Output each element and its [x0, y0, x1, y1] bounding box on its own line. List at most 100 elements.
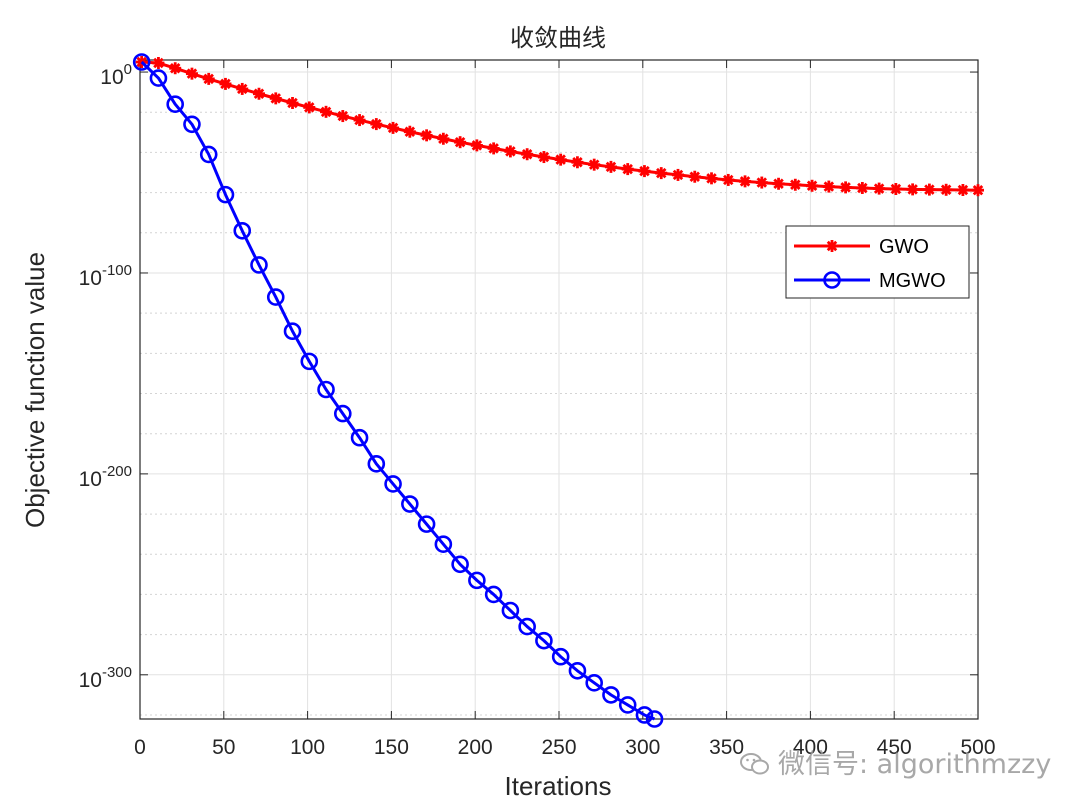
data-point-gwo: [387, 121, 400, 134]
data-point-gwo: [437, 132, 450, 145]
data-point-gwo: [370, 118, 383, 131]
data-point-gwo: [940, 183, 953, 196]
data-point-mgwo: [417, 515, 436, 533]
data-point-gwo: [655, 167, 668, 180]
data-point-mgwo: [535, 631, 553, 650]
data-point-gwo: [152, 57, 165, 70]
data-point-gwo: [252, 87, 265, 100]
y-tick-label: 10-300: [79, 664, 132, 692]
data-point-gwo: [571, 156, 584, 169]
wechat-icon: [740, 753, 769, 775]
data-point-gwo: [554, 153, 567, 166]
data-point-gwo: [705, 172, 718, 185]
legend-entry-gwo: GWO: [794, 236, 929, 258]
watermark: 微信号: algorithmzzy: [740, 742, 1051, 781]
data-point-mgwo: [602, 686, 620, 704]
series-line-gwo: [141, 60, 979, 192]
data-point-mgwo: [183, 115, 201, 134]
chart-title: 收敛曲线: [510, 24, 606, 52]
data-point-gwo: [688, 170, 701, 183]
data-point-gwo: [487, 142, 500, 155]
data-point-gwo: [671, 168, 684, 181]
data-point-mgwo: [367, 455, 386, 473]
data-point-mgwo: [199, 145, 218, 164]
data-point-gwo: [889, 182, 902, 195]
legend-entry-mgwo: MGWO: [794, 270, 946, 292]
x-tick-label: 200: [458, 736, 493, 759]
data-point-gwo: [403, 125, 416, 138]
data-point-mgwo: [645, 710, 664, 728]
x-tick-label: 450: [877, 736, 912, 759]
data-point-gwo: [504, 145, 517, 158]
x-axis-label: Iterations: [505, 771, 612, 801]
data-point-mgwo: [333, 404, 352, 423]
x-tick-label: 150: [374, 736, 409, 759]
series: [132, 53, 984, 728]
data-point-mgwo: [551, 647, 570, 666]
data-point-gwo: [604, 160, 617, 173]
data-point-mgwo: [250, 256, 268, 274]
legend-label: MGWO: [879, 270, 946, 292]
data-point-gwo: [269, 92, 282, 105]
data-point-gwo: [839, 181, 852, 194]
data-point-gwo: [722, 173, 735, 186]
data-point-gwo: [873, 182, 886, 195]
y-axis-label: Objective function value: [20, 252, 50, 528]
data-point-mgwo: [451, 555, 469, 574]
legend-marker: [826, 240, 838, 252]
data-point-mgwo: [635, 706, 654, 724]
data-point-mgwo: [518, 617, 536, 636]
data-point-gwo: [755, 176, 768, 189]
x-tick-label: 50: [212, 736, 235, 759]
data-point-gwo: [621, 163, 634, 176]
data-point-mgwo: [233, 221, 252, 240]
x-tick-label: 400: [793, 736, 828, 759]
data-point-mgwo: [618, 696, 637, 714]
legend-marker: [823, 271, 841, 289]
watermark-text: 微信号: algorithmzzy: [778, 749, 1052, 780]
data-point-mgwo: [401, 495, 419, 513]
data-point-gwo: [236, 82, 249, 95]
x-tick-label: 350: [709, 736, 744, 759]
data-point-gwo: [789, 178, 802, 191]
data-point-gwo: [956, 183, 969, 196]
data-point-mgwo: [568, 661, 587, 680]
legend-label: GWO: [879, 236, 929, 258]
data-point-mgwo: [384, 475, 402, 493]
y-tick-label: 10-100: [79, 262, 132, 290]
data-point-mgwo: [216, 185, 235, 204]
data-point-gwo: [169, 62, 182, 75]
data-point-mgwo: [283, 322, 302, 341]
axes: 0 50 100 150 200 250 300 350 400 450 500 100 10-100 1…: [79, 59, 996, 759]
data-point-gwo: [303, 101, 316, 114]
data-point-gwo: [537, 151, 550, 164]
data-point-gwo: [454, 136, 467, 149]
data-point-gwo: [806, 179, 819, 192]
data-point-gwo: [923, 183, 936, 196]
data-point-mgwo: [350, 428, 369, 447]
data-point-gwo: [420, 129, 433, 142]
data-point-gwo: [470, 139, 483, 152]
data-point-gwo: [336, 110, 349, 123]
legend: GWO MGWO: [785, 225, 970, 299]
x-tick-label: 300: [625, 736, 660, 759]
data-point-mgwo: [434, 535, 453, 554]
data-point-gwo: [772, 177, 785, 190]
y-tick-label: 10-200: [79, 463, 132, 491]
data-point-gwo: [739, 175, 752, 188]
x-tick-label: 0: [134, 736, 146, 759]
data-point-mgwo: [149, 69, 168, 87]
data-point-gwo: [856, 181, 869, 194]
data-point-gwo: [185, 67, 198, 80]
data-point-gwo: [202, 72, 215, 85]
data-point-gwo: [972, 184, 984, 197]
data-point-gwo: [219, 77, 232, 90]
series-mgwo: [132, 53, 664, 728]
data-point-mgwo: [317, 380, 335, 399]
data-point-gwo: [353, 114, 366, 127]
data-point-gwo: [906, 183, 919, 196]
series-gwo: [135, 56, 984, 197]
data-point-gwo: [286, 96, 299, 109]
x-tick-label: 100: [290, 736, 325, 759]
